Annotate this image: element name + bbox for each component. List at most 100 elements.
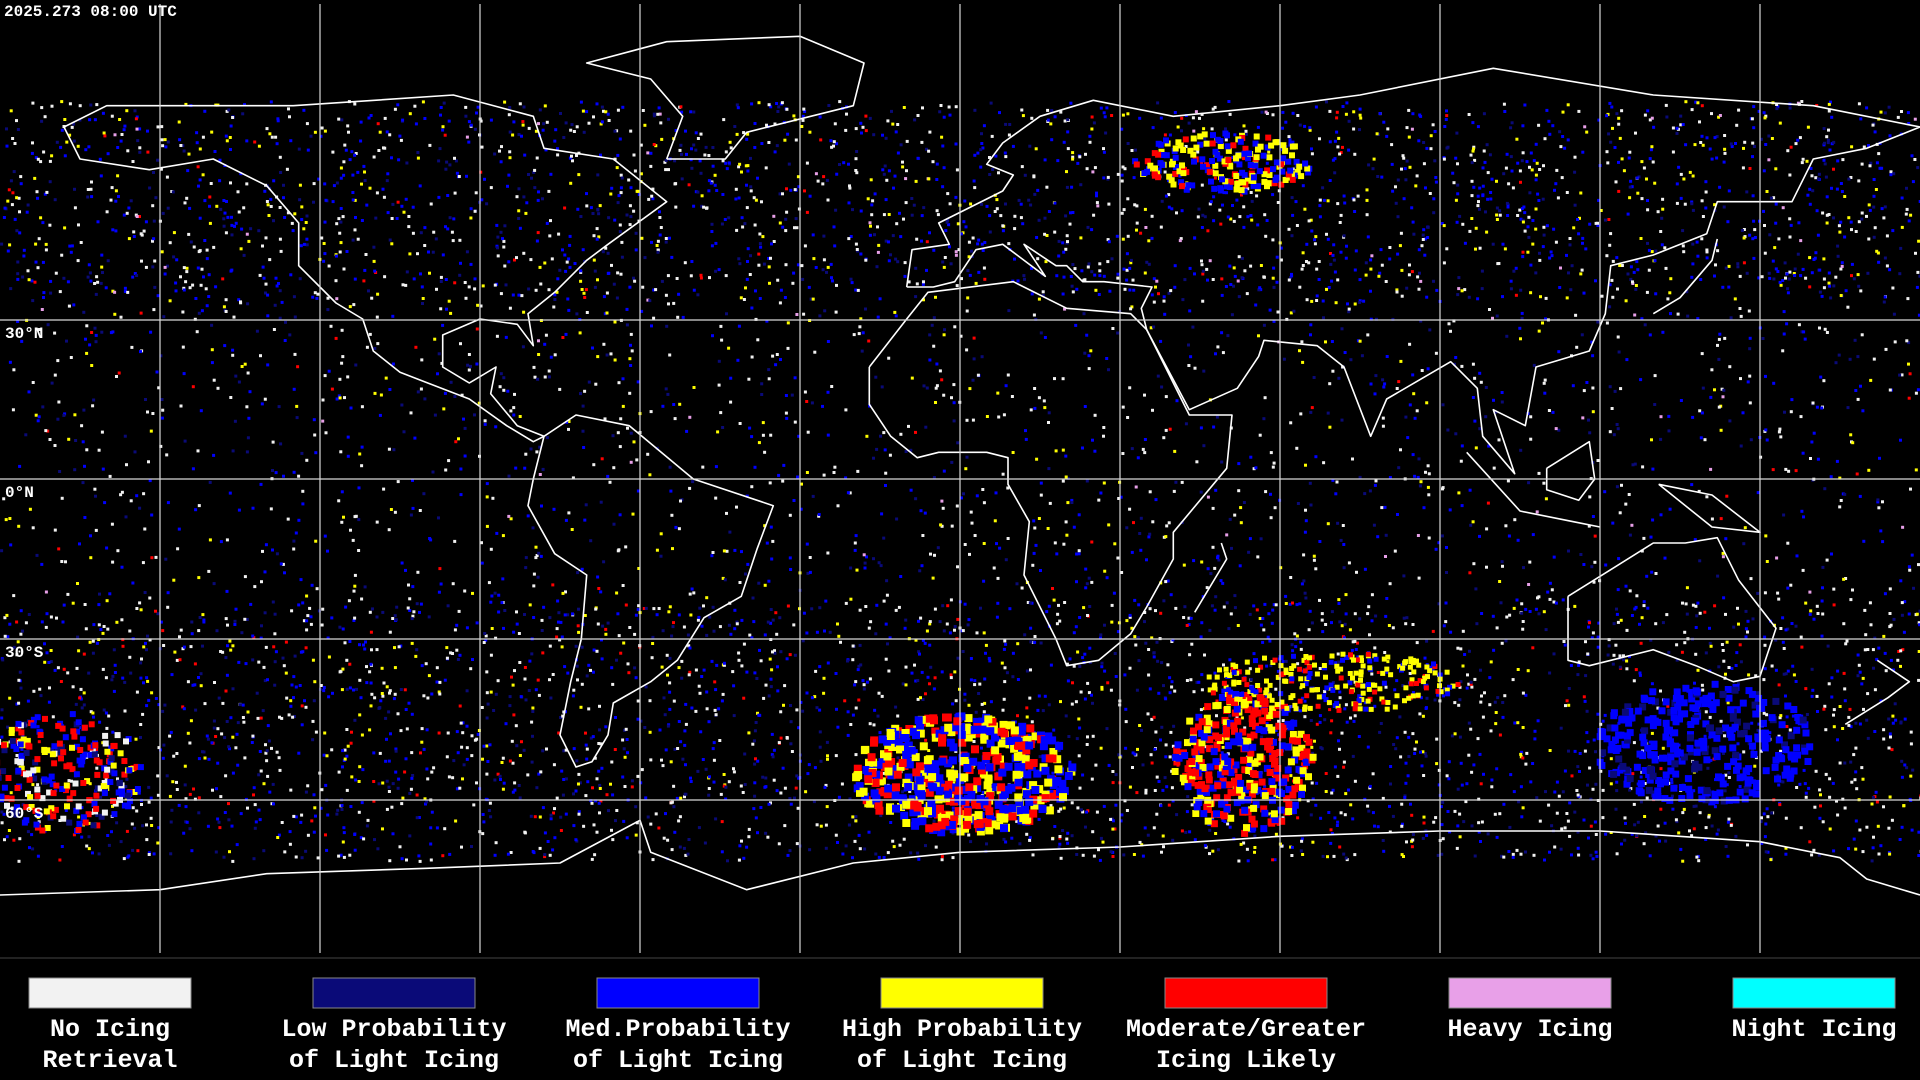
icing-pixel [797, 185, 801, 189]
icing-pixel [1635, 176, 1639, 180]
icing-pixel [834, 310, 838, 314]
icing-pixel [1521, 250, 1525, 254]
icing-pixel [1801, 451, 1805, 455]
icing-pixel [884, 198, 888, 202]
icing-pixel [1106, 175, 1110, 179]
icing-pixel [1435, 288, 1439, 292]
icing-pixel [935, 384, 939, 388]
icing-pixel [763, 450, 767, 454]
icing-pixel [345, 754, 349, 758]
icing-pixel [1704, 651, 1708, 655]
icing-pixel [1030, 266, 1033, 270]
icing-pixel [530, 176, 533, 180]
icing-pixel [1020, 108, 1024, 112]
icing-pixel [1620, 109, 1624, 113]
icing-pixel [981, 249, 985, 252]
icing-pixel [1258, 433, 1262, 437]
icing-pixel [753, 223, 757, 227]
icing-pixel [1248, 612, 1252, 616]
icing-pixel [1232, 219, 1236, 223]
icing-pixel [145, 648, 148, 652]
icing-pixel [830, 145, 834, 149]
icing-pixel [1827, 271, 1831, 275]
icing-pixel [1028, 144, 1032, 148]
icing-pixel [433, 413, 437, 417]
icing-pixel [985, 204, 989, 208]
icing-pixel [597, 587, 601, 590]
icing-pixel [81, 440, 85, 444]
icing-pixel [1663, 246, 1667, 250]
icing-pixel [1128, 386, 1132, 390]
icing-pixel [1496, 262, 1500, 266]
icing-pixel [1434, 180, 1438, 184]
icing-pixel [53, 373, 57, 377]
icing-pixel [1072, 525, 1076, 529]
icing-pixel [467, 120, 471, 124]
icing-pixel [1860, 162, 1864, 166]
icing-pixel [970, 249, 974, 253]
icing-pixel [1231, 156, 1235, 159]
icing-pixel [1065, 837, 1069, 841]
icing-pixel [1600, 294, 1604, 298]
icing-pixel [1226, 215, 1230, 219]
icing-pixel [1185, 679, 1189, 682]
icing-pixel [1509, 279, 1513, 283]
icing-pixel [1155, 279, 1159, 283]
icing-pixel [965, 309, 969, 313]
icing-pixel [652, 607, 656, 611]
icing-pixel [1258, 286, 1262, 290]
icing-pixel [1369, 289, 1372, 293]
icing-pixel [11, 408, 15, 412]
icing-pixel [479, 119, 483, 123]
icing-pixel [411, 231, 415, 235]
icing-pixel [439, 113, 442, 117]
icing-pixel [1579, 553, 1583, 556]
icing-pixel [305, 594, 309, 598]
icing-pixel [778, 221, 782, 225]
icing-pixel [1563, 769, 1567, 773]
icing-pixel [480, 198, 484, 202]
icing-pixel [489, 118, 493, 122]
icing-pixel [1370, 672, 1374, 676]
icing-pixel [351, 538, 355, 542]
icing-pixel [1913, 158, 1917, 161]
icing-pixel [1498, 213, 1502, 217]
icing-pixel [849, 277, 853, 281]
icing-pixel [829, 262, 833, 266]
icing-pixel [230, 215, 233, 219]
icing-pixel [159, 354, 163, 358]
icing-pixel [1561, 135, 1565, 138]
icing-pixel [658, 210, 661, 214]
icing-pixel [1836, 244, 1840, 248]
icing-pixel [1830, 115, 1834, 119]
icing-pixel [1218, 208, 1222, 212]
icing-pixel [1328, 425, 1332, 429]
icing-pixel [123, 290, 127, 293]
icing-pixel [1222, 663, 1225, 667]
icing-pixel [1721, 551, 1725, 555]
icing-pixel [1691, 208, 1695, 212]
icing-pixel [354, 152, 358, 155]
icing-pixel [768, 281, 771, 285]
icing-pixel [1900, 225, 1904, 229]
icing-pixel [1717, 115, 1721, 119]
icing-pixel [940, 135, 944, 139]
icing-pixel [1151, 408, 1154, 412]
icing-pixel [337, 117, 341, 121]
icing-pixel [826, 390, 830, 394]
icing-pixel [847, 237, 851, 241]
icing-pixel [577, 173, 581, 177]
icing-pixel [1301, 184, 1305, 188]
icing-pixel [1690, 834, 1694, 838]
icing-pixel [1144, 791, 1148, 795]
icing-pixel [784, 394, 788, 397]
icing-pixel [1635, 260, 1639, 264]
icing-pixel [612, 522, 616, 526]
icing-pixel [1896, 658, 1900, 662]
icing-pixel [123, 286, 127, 290]
icing-pixel [1742, 236, 1746, 240]
icing-pixel [826, 198, 830, 202]
icing-pixel [1366, 333, 1370, 337]
icing-pixel [439, 582, 443, 586]
icing-pixel [620, 255, 624, 259]
